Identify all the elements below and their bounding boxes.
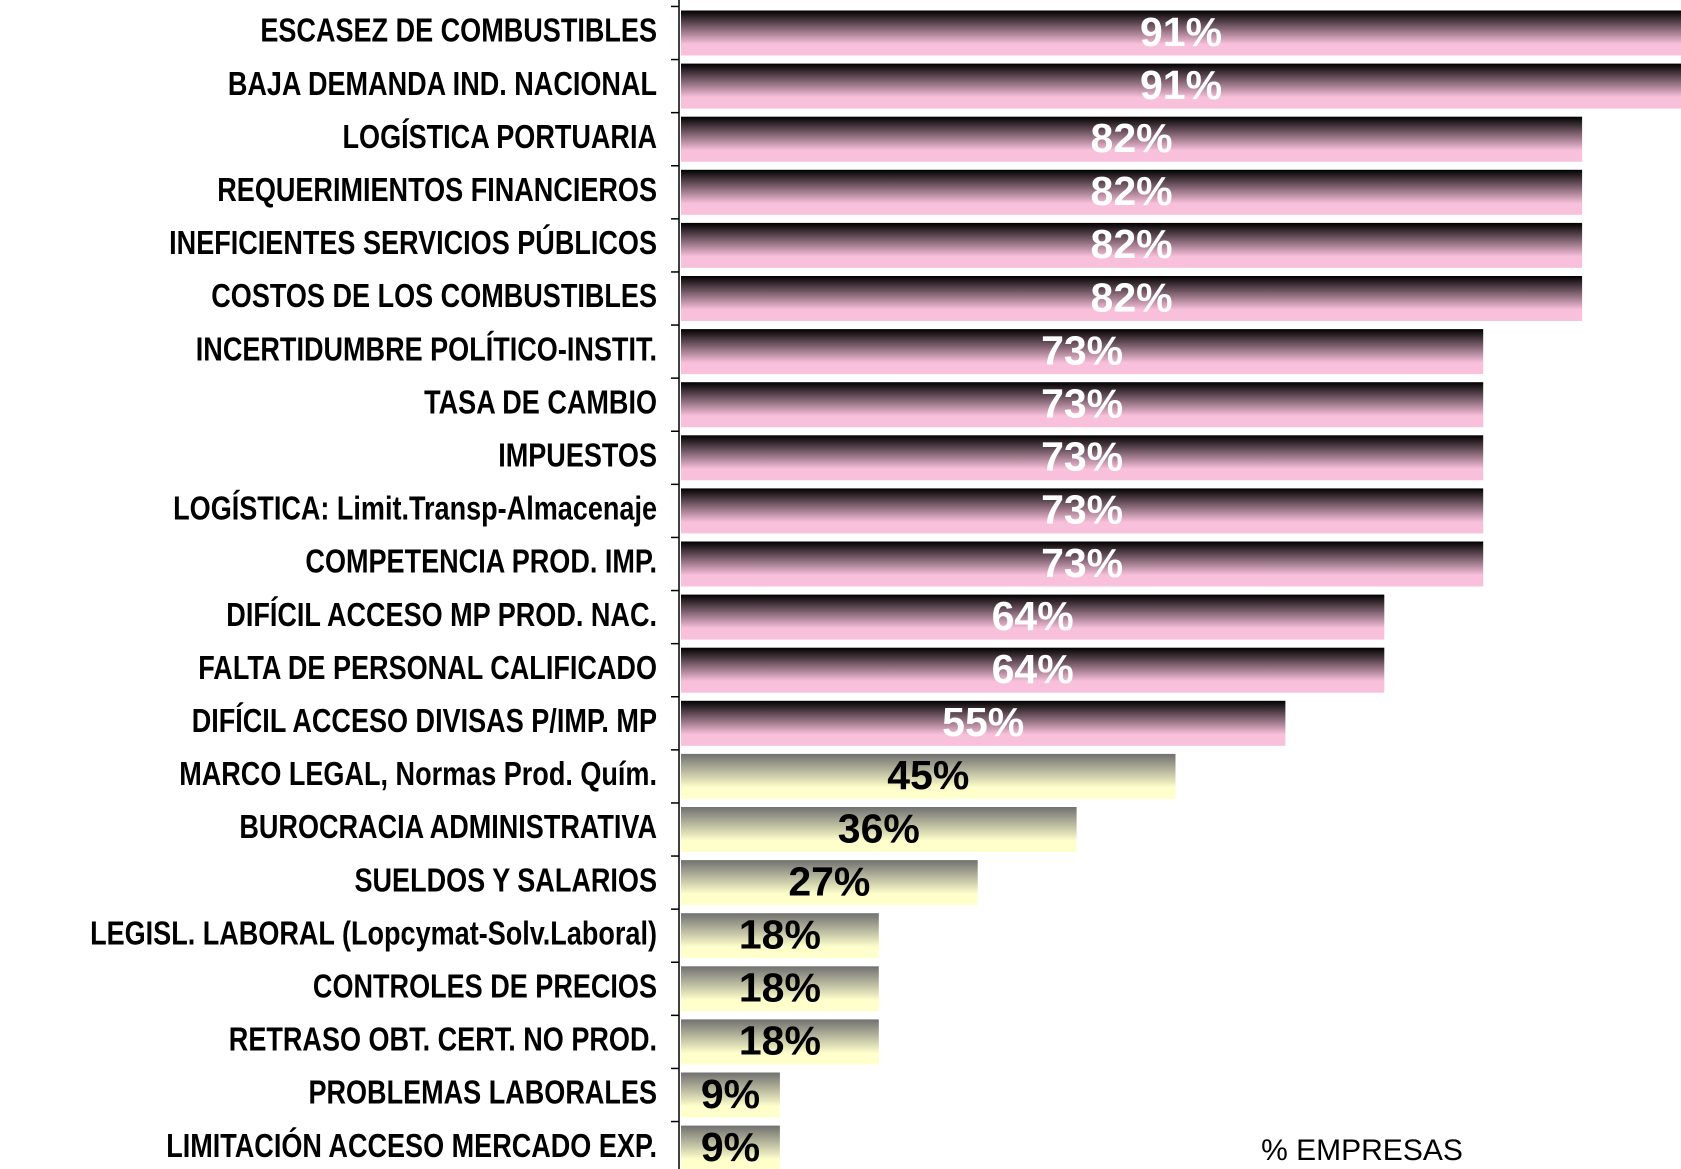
value-label: 73% xyxy=(1041,327,1123,373)
value-label: 82% xyxy=(1091,168,1173,214)
bar xyxy=(681,541,1484,587)
bar xyxy=(681,753,1176,799)
category-label: SUELDOS Y SALARIOS xyxy=(354,863,657,899)
category-label: PROBLEMAS LABORALES xyxy=(308,1075,657,1111)
value-label: 9% xyxy=(701,1071,760,1117)
value-label: 73% xyxy=(1041,540,1123,586)
category-label: COMPETENCIA PROD. IMP. xyxy=(305,544,657,580)
category-labels: ESCASEZ DE COMBUSTIBLES BAJA DEMANDA IND.… xyxy=(90,13,657,1164)
category-label: DIFÍCIL ACCESO DIVISAS P/IMP. MP xyxy=(192,702,657,739)
value-label: 91% xyxy=(1140,62,1222,108)
x-axis-label: % EMPRESAS xyxy=(1261,1134,1463,1167)
value-label: 18% xyxy=(739,1018,821,1064)
value-label: 82% xyxy=(1091,115,1173,161)
value-label: 73% xyxy=(1041,434,1123,480)
bar xyxy=(681,116,1583,162)
value-label: 82% xyxy=(1091,274,1173,320)
bar xyxy=(681,329,1484,375)
category-label: LIMITACIÓN ACCESO MERCADO EXP. xyxy=(166,1127,657,1164)
bar xyxy=(681,488,1484,534)
category-label: COSTOS DE LOS COMBUSTIBLES xyxy=(211,279,657,315)
category-label: MARCO LEGAL, Normas Prod. Quím. xyxy=(179,757,657,793)
bar xyxy=(681,10,1681,56)
category-label: LEGISL. LABORAL (Lopcymat-Solv.Laboral) xyxy=(90,916,657,952)
value-label: 45% xyxy=(887,752,969,798)
bar xyxy=(681,1125,780,1169)
bar xyxy=(681,1072,780,1118)
value-label: 9% xyxy=(701,1124,760,1169)
bar xyxy=(681,594,1385,640)
category-label: ESCASEZ DE COMBUSTIBLES xyxy=(260,13,657,49)
category-label: BUROCRACIA ADMINISTRATIVA xyxy=(239,810,657,846)
bar xyxy=(681,276,1583,321)
bar xyxy=(681,647,1385,693)
category-label: BAJA DEMANDA IND. NACIONAL xyxy=(228,66,657,102)
bar xyxy=(681,807,1077,852)
value-label: 73% xyxy=(1041,487,1123,533)
category-label: LOGÍSTICA: Limit.Transp-Almacenaje xyxy=(173,490,657,527)
bar xyxy=(681,63,1681,109)
value-label: 36% xyxy=(838,805,920,851)
category-label: TASA DE CAMBIO xyxy=(424,385,657,421)
bar xyxy=(681,700,1286,746)
category-label: CONTROLES DE PRECIOS xyxy=(313,969,657,1005)
value-label: 64% xyxy=(992,593,1074,639)
bar xyxy=(681,966,879,1012)
category-label: DIFÍCIL ACCESO MP PROD. NAC. xyxy=(226,596,657,633)
category-label: LOGÍSTICA PORTUARIA xyxy=(343,118,657,155)
value-label: 64% xyxy=(992,646,1074,692)
category-label: INCERTIDUMBRE POLÍTICO-INSTIT. xyxy=(196,331,657,368)
value-label: 91% xyxy=(1140,9,1222,55)
value-label: 82% xyxy=(1091,221,1173,267)
category-label: RETRASO OBT. CERT. NO PROD. xyxy=(229,1022,657,1058)
value-label: 73% xyxy=(1041,381,1123,427)
category-label: REQUERIMIENTOS FINANCIEROS xyxy=(217,173,657,209)
bar xyxy=(681,222,1583,268)
category-label: INEFICIENTES SERVICIOS PÚBLICOS xyxy=(169,225,657,262)
category-label: FALTA DE PERSONAL CALIFICADO xyxy=(198,650,657,686)
bar xyxy=(681,435,1484,481)
bar xyxy=(681,860,978,906)
category-label: IMPUESTOS xyxy=(498,438,657,474)
bar xyxy=(681,913,879,959)
bar xyxy=(681,382,1484,428)
bar xyxy=(681,169,1583,215)
value-label: 55% xyxy=(942,699,1024,745)
value-label: 27% xyxy=(788,858,870,904)
bar xyxy=(681,1019,879,1065)
value-label: 18% xyxy=(739,965,821,1011)
value-label: 18% xyxy=(739,912,821,958)
